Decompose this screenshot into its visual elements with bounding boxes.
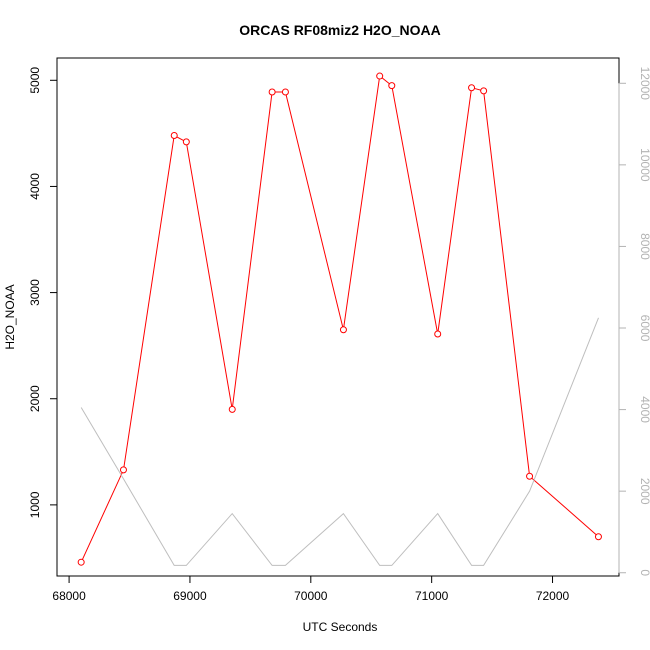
x-axis-label: UTC Seconds [303,620,378,634]
plot-frame [56,57,620,577]
series-1-point [281,88,289,96]
x-tick-label: 71000 [415,589,449,603]
series-1-point [526,472,534,480]
y-tick-label: 3000 [28,279,42,306]
series-1-point [119,466,127,474]
y-right-tick-label: 10000 [638,148,650,182]
x-tick-label: 69000 [173,589,207,603]
y-tick-label: 4000 [28,173,42,200]
series-2-line [80,317,599,566]
y-tick-label: 1000 [28,491,42,518]
y-right-tick-label: 4000 [638,396,650,423]
chart-title: ORCAS RF08miz2 H2O_NOAA [239,22,441,38]
series-1-point [77,558,85,566]
y-axis-label: H2O_NOAA [3,284,17,349]
y-right-tick-label: 12000 [638,67,650,101]
series-1-point [388,82,396,90]
y-tick-label: 2000 [28,385,42,412]
y-right-tick-label: 2000 [638,478,650,505]
y-right-tick-label: 0 [638,569,650,576]
series-1-point [468,84,476,92]
series-group [77,72,602,566]
y-tick-label: 5000 [28,67,42,94]
series-1-point [268,88,276,96]
y-right-tick-label: 8000 [638,233,650,260]
series-1-point [594,533,602,541]
y-axis-left: 1000 2000 3000 4000 5000 [28,67,58,518]
y-axis-right: 0 2000 4000 6000 8000 10000 12000 [618,67,650,576]
x-axis: 68000 69000 70000 71000 72000 [52,575,570,603]
x-tick-label: 68000 [52,589,86,603]
series-1-point [434,330,442,338]
series-1-point [376,72,384,80]
series-1-point [339,326,347,334]
x-tick-label: 72000 [536,589,570,603]
x-tick-label: 70000 [294,589,328,603]
series-1-point [480,87,488,95]
series-1-point [182,138,190,146]
series-1-line [80,75,599,563]
series-1-point [228,405,236,413]
y-right-tick-label: 6000 [638,315,650,342]
series-1-point [170,131,178,139]
